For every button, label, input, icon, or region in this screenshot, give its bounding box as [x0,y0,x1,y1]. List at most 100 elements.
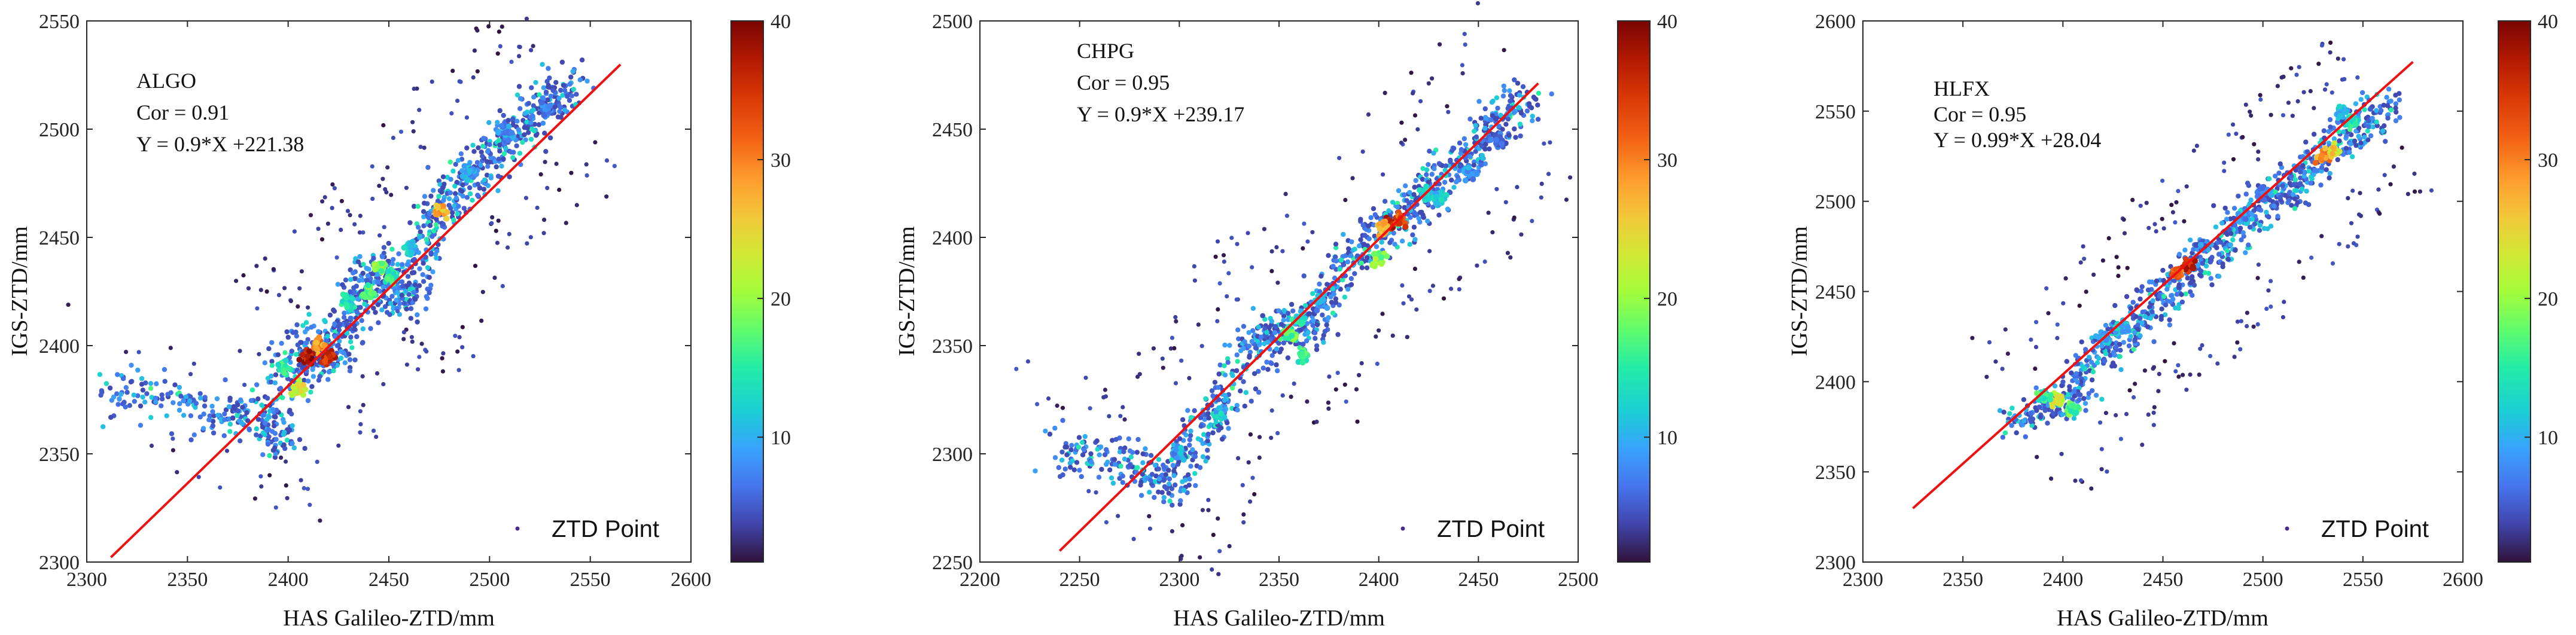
data-point [1104,447,1109,453]
data-point [418,145,423,149]
data-point [1371,206,1377,212]
data-point [2393,105,2398,111]
data-point [545,97,550,103]
data-point [522,125,527,130]
data-point [411,203,417,209]
data-point [1396,188,1402,194]
data-point [427,274,432,280]
data-point [461,163,468,169]
data-point [2249,113,2254,118]
data-point [1102,452,1108,457]
x-tick-label: 2500 [469,569,510,591]
data-point [2073,478,2078,483]
data-point [1476,99,1482,104]
data-point [300,382,307,388]
data-point [346,352,352,357]
data-point [1402,224,1409,230]
data-point [2082,257,2087,261]
data-point [417,235,422,240]
data-point [1126,436,1132,442]
data-point [1359,361,1364,366]
data-point [343,320,349,326]
data-point [1454,179,1459,185]
data-point [1302,221,1307,226]
data-point [254,382,260,387]
data-point [2198,346,2203,351]
data-point [2236,193,2241,199]
data-point [360,277,366,283]
data-point [2377,211,2382,216]
data-point [1241,512,1246,517]
data-point [296,304,300,309]
data-point [1089,459,1094,465]
data-point [144,391,150,396]
data-point [362,301,367,307]
data-point [2021,418,2027,424]
data-point [1352,246,1357,252]
data-point [2383,139,2388,144]
data-point [1103,462,1109,467]
x-tick-label: 2500 [1558,569,1598,591]
data-point [1098,444,1104,450]
data-point [417,355,422,359]
data-point [1192,450,1198,456]
data-point [1301,246,1305,251]
data-point [294,322,300,328]
data-point [2160,267,2166,273]
data-point [1081,447,1087,453]
data-point [1206,508,1211,512]
data-point [2306,169,2312,174]
data-point [394,297,399,303]
data-point [520,139,525,145]
data-point [1177,436,1183,441]
data-point [293,352,299,357]
data-point [485,164,491,169]
data-point [1246,330,1252,335]
data-point [2114,255,2119,260]
data-point [176,407,182,413]
data-point [2385,103,2391,108]
data-point [1320,312,1325,318]
data-point [424,294,429,300]
data-point [316,329,321,334]
data-point [2256,262,2261,267]
data-point [1527,103,1533,109]
data-point [535,205,540,210]
data-point [1256,368,1261,374]
data-point [528,136,534,142]
y-tick-label: 2550 [39,11,80,33]
data-point [533,80,538,86]
data-point [215,413,221,418]
data-point [2316,62,2321,66]
data-point [1502,48,1506,53]
data-point [411,289,417,295]
legend-label: ZTD Point [1437,516,1545,542]
data-point [2359,90,2365,96]
data-point [1507,88,1512,93]
data-point [1246,460,1251,465]
data-point [1399,141,1403,145]
data-point [374,279,380,285]
data-point [2280,183,2285,188]
data-point [196,475,201,480]
data-point [2313,167,2318,173]
data-point [197,414,203,420]
data-point [1273,323,1278,329]
data-point [2099,447,2104,451]
x-tick-label: 2600 [2443,569,2483,591]
data-point [1138,480,1144,485]
data-point [1280,249,1285,254]
data-point [1330,264,1336,269]
data-point [2309,176,2315,182]
data-point [2112,303,2118,309]
data-point [1121,449,1126,454]
data-point [1426,162,1431,167]
data-point [552,104,558,109]
data-point [579,57,585,63]
colorbar [2498,20,2531,563]
data-point [1060,472,1065,478]
data-point [284,483,288,488]
data-point [2388,182,2393,187]
data-point [365,273,371,279]
data-point [2029,337,2033,342]
